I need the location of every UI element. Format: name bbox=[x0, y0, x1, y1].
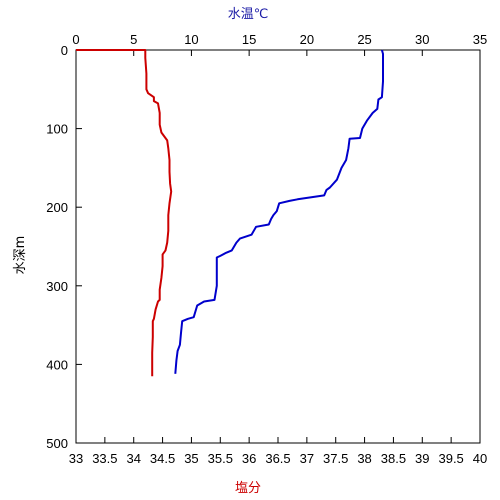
left-axis-tick-label: 0 bbox=[61, 43, 68, 58]
bottom-axis-tick-label: 39.5 bbox=[438, 451, 463, 466]
bottom-axis-title: 塩分 bbox=[235, 481, 261, 496]
left-axis-tick-label: 500 bbox=[46, 436, 68, 451]
left-axis-tick-label: 200 bbox=[46, 200, 68, 215]
left-axis-tick-label: 400 bbox=[46, 357, 68, 372]
bottom-axis-tick-label: 38.5 bbox=[381, 451, 406, 466]
plot-area-border bbox=[75, 49, 481, 444]
bottom-axis-tick-label: 33 bbox=[69, 451, 83, 466]
bottom-axis-tick-label: 34.5 bbox=[150, 451, 175, 466]
bottom-axis-tick-label: 36 bbox=[242, 451, 256, 466]
top-axis-title: 水温℃ bbox=[228, 7, 269, 22]
bottom-axis-tick-label: 36.5 bbox=[265, 451, 290, 466]
top-axis-tick-label: 10 bbox=[184, 32, 198, 47]
bottom-axis-tick-label: 33.5 bbox=[92, 451, 117, 466]
tick-labels: 0 5 10 15 20 25 30 35 33 33.5 34 34.5 35 35.5 36 36.5 37… bbox=[46, 32, 487, 466]
temperature-profile-line bbox=[174, 49, 384, 374]
left-axis-tick-label: 100 bbox=[46, 122, 68, 137]
bottom-axis-tick-label: 39 bbox=[415, 451, 429, 466]
top-axis-tick-label: 25 bbox=[357, 32, 371, 47]
left-axis-tick-label: 300 bbox=[46, 279, 68, 294]
top-axis-tick-label: 15 bbox=[242, 32, 256, 47]
axis-titles: 水温℃ 塩分 水深m bbox=[13, 7, 268, 496]
top-axis-tick-label: 0 bbox=[72, 32, 79, 47]
bottom-axis-tick-label: 40 bbox=[473, 451, 487, 466]
top-axis-tick-label: 20 bbox=[300, 32, 314, 47]
plot-frame bbox=[75, 49, 481, 444]
top-axis-tick-label: 5 bbox=[130, 32, 137, 47]
bottom-axis-tick-label: 38 bbox=[357, 451, 371, 466]
bottom-axis-tick-label: 37.5 bbox=[323, 451, 348, 466]
left-axis-title: 水深m bbox=[13, 236, 28, 275]
bottom-axis-tick-label: 34 bbox=[126, 451, 140, 466]
bottom-axis-tick-label: 37 bbox=[300, 451, 314, 466]
bottom-axis-tick-label: 35 bbox=[184, 451, 198, 466]
data-series bbox=[76, 49, 384, 377]
axis-ticks bbox=[75, 49, 481, 444]
top-axis-tick-label: 35 bbox=[473, 32, 487, 47]
top-axis-tick-label: 30 bbox=[415, 32, 429, 47]
bottom-axis-tick-label: 35.5 bbox=[208, 451, 233, 466]
salinity-profile-line bbox=[76, 49, 173, 377]
